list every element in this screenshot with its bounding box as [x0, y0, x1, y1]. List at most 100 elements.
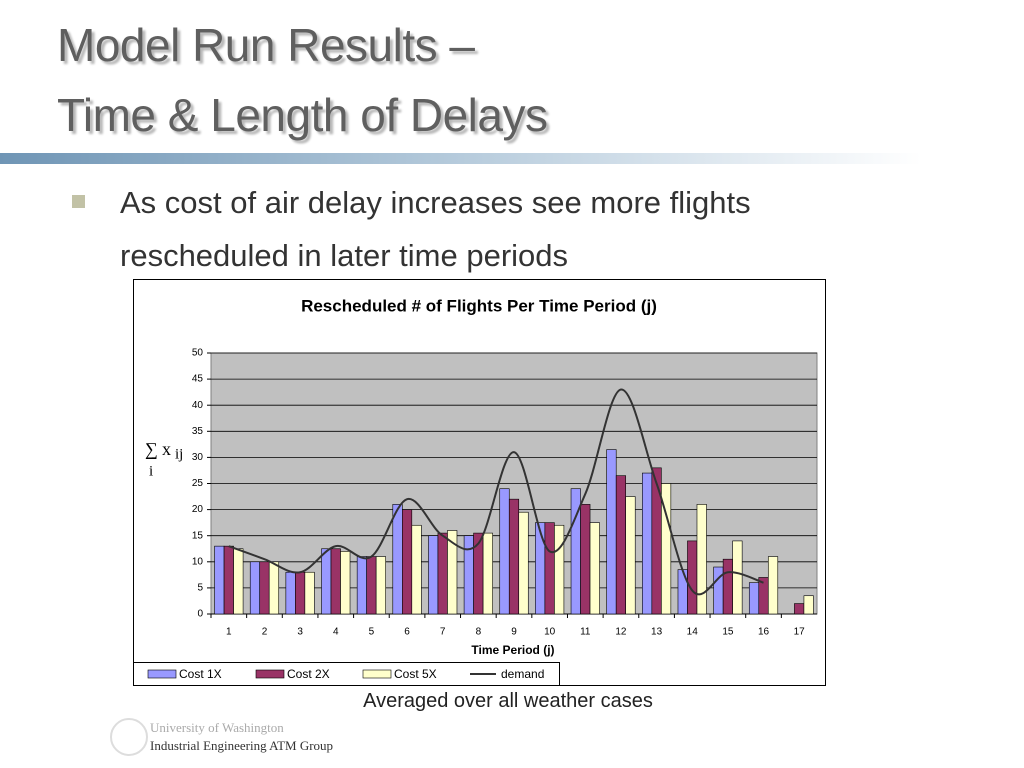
y-tick-label: 25 — [192, 478, 204, 489]
bar — [285, 571, 296, 615]
bar — [661, 483, 672, 615]
bar — [732, 540, 743, 615]
legend-label: Cost 2X — [287, 667, 330, 681]
x-tick-label: 4 — [333, 627, 339, 638]
x-tick-label: 7 — [440, 627, 446, 638]
bar — [392, 504, 403, 615]
bar — [428, 535, 439, 615]
y-tick-label: 10 — [192, 556, 204, 567]
bar — [340, 551, 351, 615]
bar — [304, 571, 315, 615]
bar — [411, 524, 422, 615]
y-tick-label: 15 — [192, 530, 204, 541]
x-tick-label: 16 — [758, 627, 770, 638]
bar — [233, 548, 244, 615]
bar — [518, 511, 529, 615]
legend-label: Cost 1X — [179, 667, 222, 681]
bar — [295, 571, 306, 615]
legend-swatch — [255, 669, 285, 679]
bar — [687, 540, 698, 615]
legend-label: Cost 5X — [394, 667, 437, 681]
bar — [589, 522, 600, 615]
y-tick-label: 45 — [192, 374, 204, 385]
y-tick-label: 50 — [192, 348, 204, 359]
bar — [249, 561, 261, 615]
x-tick-label: 9 — [511, 627, 517, 638]
bar — [482, 532, 493, 615]
bar — [615, 475, 626, 615]
bar — [437, 532, 448, 615]
footer: Industrial Engineering ATM Group — [150, 738, 334, 753]
bar — [696, 504, 707, 615]
x-axis-label: Time Period (j) — [471, 643, 554, 657]
x-tick-label: 13 — [651, 627, 663, 638]
x-tick-label: 12 — [615, 627, 627, 638]
demand-line — [228, 388, 764, 596]
x-tick-label: 10 — [544, 627, 556, 638]
bar — [214, 545, 225, 615]
bar — [580, 504, 591, 615]
chart-title: Rescheduled # of Flights Per Time Period… — [301, 296, 657, 315]
bar — [508, 498, 520, 615]
footer: University of Washington — [150, 720, 284, 735]
bar — [651, 467, 662, 615]
legend-label: demand — [501, 667, 544, 681]
x-tick-label: 1 — [226, 627, 232, 638]
bar — [625, 496, 636, 615]
bar — [606, 449, 617, 615]
x-tick-label: 15 — [722, 627, 734, 638]
y-tick-label: 40 — [192, 400, 204, 411]
bar — [259, 561, 270, 615]
slide-title: Model Run Results – — [57, 19, 475, 71]
bar — [767, 556, 779, 615]
slide-title: Time & Length of Delays — [57, 89, 548, 141]
bullet-text: As cost of air delay increases see more … — [120, 185, 751, 273]
x-tick-label: 17 — [794, 627, 806, 638]
bar — [356, 556, 367, 615]
x-tick-label: 5 — [369, 627, 375, 638]
y-label-sub: ij — [175, 446, 183, 462]
bullet-marker — [72, 195, 85, 208]
bar — [748, 582, 760, 615]
caption: Averaged over all weather cases — [363, 690, 653, 712]
y-label-index: i — [149, 463, 153, 479]
y-tick-label: 5 — [197, 583, 203, 594]
bar — [499, 488, 510, 615]
x-tick-label: 11 — [580, 627, 591, 638]
bar — [758, 577, 769, 615]
logo — [110, 718, 148, 756]
legend-swatch — [362, 669, 392, 679]
x-tick-label: 6 — [404, 627, 410, 638]
y-label-var: x — [162, 439, 171, 459]
y-tick-label: 30 — [192, 452, 204, 463]
x-tick-label: 3 — [297, 627, 303, 638]
bar — [366, 556, 377, 615]
x-tick-label: 14 — [687, 627, 699, 638]
bar — [330, 548, 341, 615]
bar — [535, 522, 546, 615]
bar — [544, 522, 555, 615]
x-tick-label: 2 — [262, 627, 268, 638]
legend-box — [133, 662, 560, 686]
x-tick-label: 8 — [476, 627, 482, 638]
divider — [0, 153, 1024, 164]
bar — [473, 532, 484, 615]
bar — [375, 556, 386, 615]
bar — [713, 566, 724, 615]
bar — [268, 561, 280, 615]
legend-swatch — [147, 669, 177, 679]
y-tick-label: 0 — [197, 609, 203, 620]
bar — [803, 595, 814, 615]
bar — [223, 545, 234, 615]
bar — [447, 530, 458, 615]
y-tick-label: 20 — [192, 504, 204, 515]
bar — [554, 524, 565, 615]
y-tick-label: 35 — [192, 426, 204, 437]
y-label-symbol: ∑ — [145, 439, 158, 459]
y-axis-label: ∑ x ij i — [145, 439, 183, 479]
bar — [321, 548, 332, 615]
bar — [794, 603, 805, 615]
bar — [677, 569, 688, 615]
